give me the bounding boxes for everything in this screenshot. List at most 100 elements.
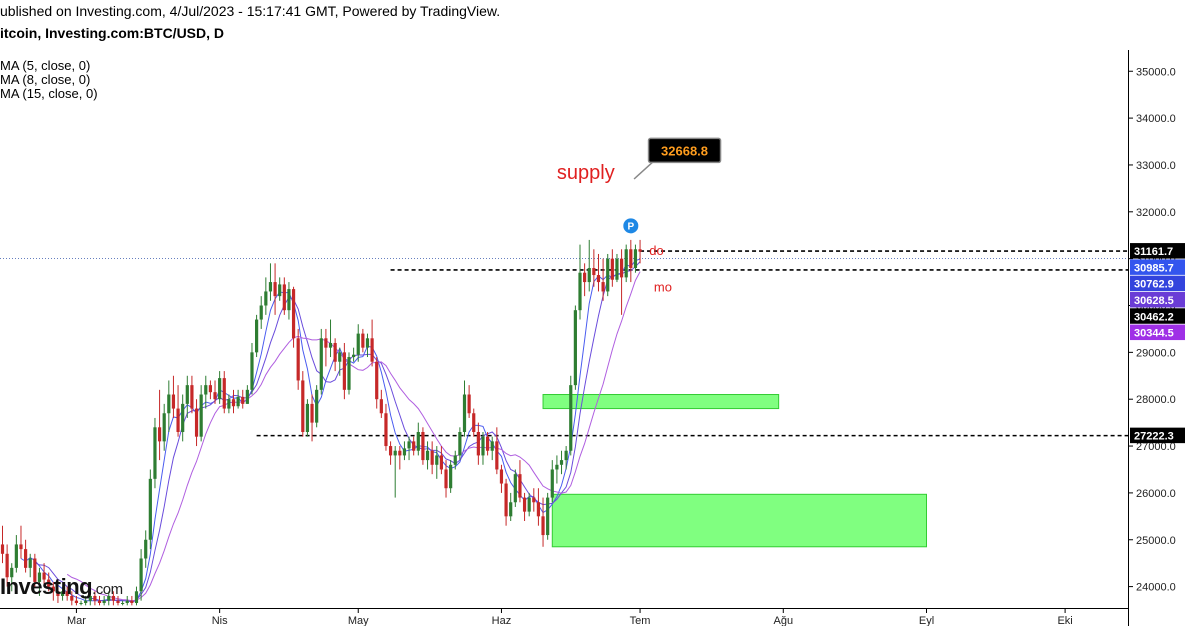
candle-body [509,502,513,517]
candle [375,357,379,409]
candle-body [28,558,32,568]
marker-circle [623,218,639,234]
candle-body [619,258,624,278]
candle [527,492,531,517]
candle-body [592,268,596,276]
demand-zone-0 [542,394,780,410]
annotation-supply: supply [557,162,615,184]
candle-body [79,602,83,604]
candle [24,539,28,573]
demand-zone-1 [551,493,928,548]
candle [190,375,194,414]
candle [347,352,351,395]
candle-body [319,338,323,390]
candle-body [453,455,457,465]
candle-body [167,394,171,414]
candle-body [47,579,51,587]
candle-body [633,249,638,269]
candle-body [70,595,74,601]
candle [102,595,106,606]
candle [462,380,467,437]
candle [33,553,37,587]
candle [513,469,517,507]
candle [97,595,102,606]
x-tick-label: Tem [630,615,651,626]
y-tick-label: 27000.0 [1136,441,1176,453]
price-label: 30985.7 [1130,259,1185,275]
candle [171,375,176,418]
candle [111,591,115,606]
candle-body [527,497,531,512]
logo-main: Investing [0,574,93,599]
x-tick-label: Haz [492,615,512,626]
candle-body [287,289,291,311]
candle [70,591,74,606]
indicator-ma8[interactable]: MA (8, close, 0) [0,72,91,87]
candle-body [222,378,226,409]
candle [324,328,328,367]
candle [449,460,453,493]
candle [467,385,471,418]
candle-body [518,474,522,498]
candle [619,249,624,315]
candle-body [144,539,148,559]
candle [356,324,360,362]
candle [564,446,568,470]
candle [388,441,393,465]
candle [587,239,591,292]
candle [472,408,476,437]
candle [633,244,638,273]
candle [435,446,439,479]
candle [241,389,245,409]
indicator-ma15[interactable]: MA (15, close, 0) [0,86,98,101]
candle-body [42,572,46,580]
candle-body [273,282,277,297]
candle [287,282,291,320]
candle-body [305,403,310,432]
candle [573,305,577,390]
candle-body [111,595,115,601]
candle-body [601,282,605,292]
price-label-box [1130,291,1185,308]
candle-body [162,413,166,442]
candle [79,600,83,606]
price-callout: 32668.8 [633,137,722,180]
candle [134,586,139,606]
candle-body [328,342,333,348]
candle-body [472,413,476,432]
candle [610,249,614,287]
indicator-ma5[interactable]: MA (5, close, 0) [0,58,91,73]
candle [319,328,323,395]
candle [412,436,416,456]
candle-body [255,319,259,353]
candle [208,380,212,400]
candle-body [84,600,88,603]
candle-body [476,431,480,456]
candle-body [513,474,517,503]
y-tick-label: 28000.0 [1136,394,1176,406]
candle [60,586,65,601]
candle-body [324,338,328,348]
candle [222,371,226,414]
y-tick-label: 29000.0 [1136,347,1176,359]
price-label-box [1130,259,1185,275]
chart-title: itcoin, Investing.com:BTC/USD, D [0,25,225,41]
candle [47,572,51,592]
candle-body [555,464,559,470]
candle [509,492,513,522]
candle-body [610,258,614,280]
price-label-text: 27222.3 [1134,431,1174,443]
candle-body [430,450,434,465]
candle-body [541,516,545,536]
y-tick-label: 34000.0 [1136,113,1176,125]
candle-body [153,427,157,479]
candle [629,239,633,283]
candle-body [278,284,282,297]
candle-body [102,600,106,603]
plot-area: supply do mo P 32668.8 [0,137,1128,606]
candle [559,450,564,475]
published-line: ublished on Investing.com, 4/Jul/2023 - … [0,3,501,19]
x-tick-label: Eki [1057,615,1072,626]
candle [278,277,282,301]
